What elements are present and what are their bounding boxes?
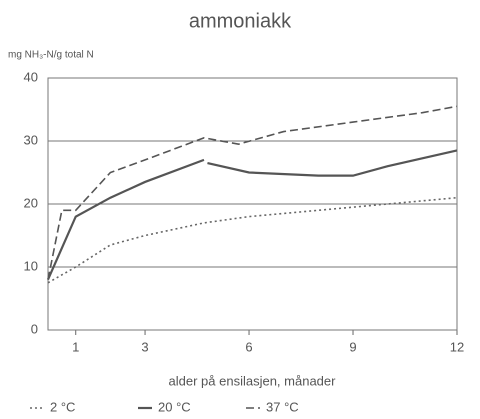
- line-series: [207, 149, 458, 177]
- legend-label: 37 °C: [266, 399, 299, 414]
- x-tick-label: 12: [450, 339, 464, 354]
- plot-frame: [47, 77, 458, 331]
- x-tick-label: 3: [141, 339, 148, 354]
- legend-label: 20 °C: [158, 399, 191, 414]
- x-tick-label: 1: [72, 339, 79, 354]
- x-tick-label: 9: [349, 339, 356, 354]
- y-axis-label: mg NH₃-N/g total N: [8, 50, 94, 61]
- line-series: [47, 196, 458, 284]
- y-tick-label: 20: [24, 195, 38, 210]
- y-tick-label: 0: [31, 321, 38, 336]
- x-tick-label: 6: [245, 339, 252, 354]
- y-tick-label: 30: [24, 132, 38, 147]
- legend-label: 2 °C: [50, 399, 75, 414]
- line-series: [47, 105, 458, 280]
- y-tick-label: 40: [24, 69, 38, 84]
- y-tick-label: 10: [24, 258, 38, 273]
- chart-title: ammoniakk: [189, 10, 292, 32]
- line-series: [46, 158, 205, 281]
- x-axis-label: alder på ensilasjen, månader: [169, 373, 337, 388]
